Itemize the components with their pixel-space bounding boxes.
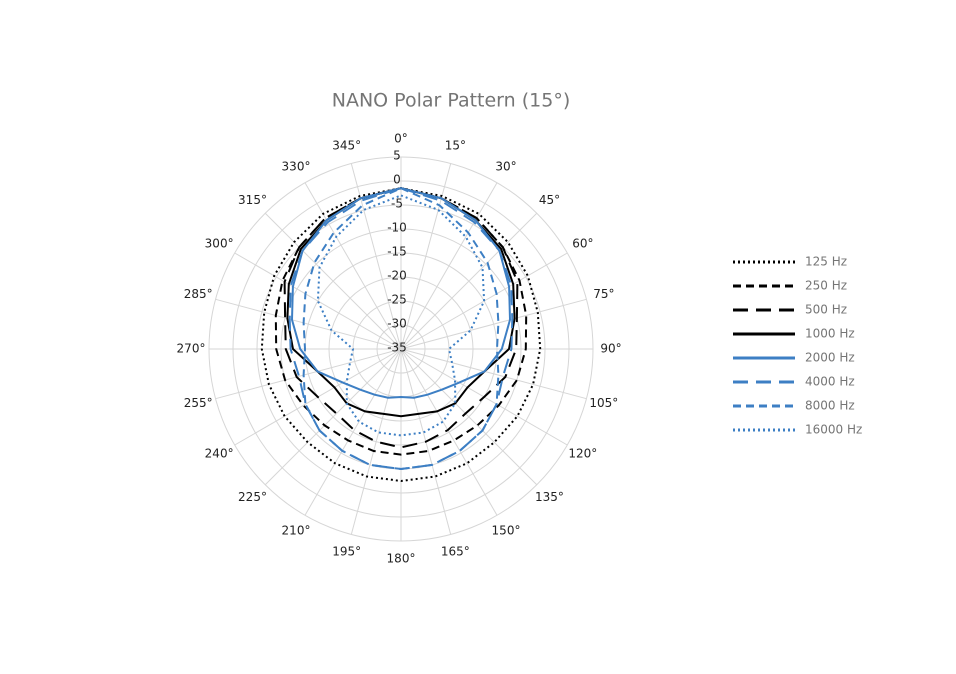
spoke: [400, 348, 587, 400]
series-line: [260, 187, 542, 483]
series-line: [316, 194, 486, 437]
r-tick-label: -10: [387, 221, 407, 235]
spoke: [400, 182, 498, 350]
angle-label: 120°: [568, 447, 597, 461]
spoke: [350, 348, 402, 535]
series-line: [290, 187, 512, 399]
angle-label: 15°: [445, 139, 466, 153]
series-line: [286, 187, 516, 418]
r-tick-label: -20: [387, 269, 407, 283]
legend-label: 8000 Hz: [805, 399, 855, 413]
r-tick-label: 5: [393, 149, 401, 163]
legend-label: 250 Hz: [805, 279, 847, 293]
angle-label: 45°: [539, 193, 560, 207]
angle-label: 90°: [600, 342, 621, 356]
legend-label: 125 Hz: [805, 255, 847, 269]
angle-label: 135°: [535, 490, 564, 504]
angle-label: 315°: [238, 193, 267, 207]
r-tick-label: -15: [387, 245, 407, 259]
spoke: [234, 252, 402, 350]
legend-label: 500 Hz: [805, 303, 847, 317]
angle-label: 330°: [282, 160, 311, 174]
angle-label: 165°: [441, 544, 470, 558]
angle-label: 240°: [205, 447, 234, 461]
spoke: [400, 348, 538, 486]
series-line: [283, 187, 519, 449]
angle-label: 300°: [205, 237, 234, 251]
angle-label: 255°: [184, 396, 213, 410]
spoke: [400, 163, 452, 350]
spoke: [304, 182, 402, 350]
angle-label: 105°: [589, 396, 618, 410]
angle-label: 150°: [492, 523, 521, 537]
series-line: [274, 187, 528, 456]
angle-label: 60°: [572, 237, 593, 251]
spoke: [215, 348, 402, 400]
series-line: [302, 187, 500, 471]
angle-label: 180°: [387, 552, 416, 566]
r-tick-label: -5: [391, 197, 403, 211]
spoke: [400, 212, 538, 350]
chart-title: NANO Polar Pattern (15°): [332, 90, 571, 112]
spoke: [400, 348, 498, 516]
angle-label: 75°: [593, 287, 614, 301]
r-tick-label: -30: [387, 317, 407, 331]
spoke: [264, 348, 402, 486]
legend-label: 2000 Hz: [805, 351, 855, 365]
spoke: [400, 298, 587, 350]
angle-label: 0°: [394, 132, 408, 146]
angle-label: 30°: [495, 160, 516, 174]
angle-label: 210°: [282, 523, 311, 537]
legend-label: 4000 Hz: [805, 375, 855, 389]
spoke: [304, 348, 402, 516]
legend-label: 1000 Hz: [805, 327, 855, 341]
spoke: [215, 298, 402, 350]
angle-label: 195°: [332, 544, 361, 558]
angle-label: 345°: [332, 139, 361, 153]
r-tick-label: -35: [387, 341, 407, 355]
spoke: [350, 163, 402, 350]
r-tick-label: -25: [387, 293, 407, 307]
angle-label: 270°: [177, 342, 206, 356]
r-tick-label: 0: [393, 173, 401, 187]
angle-label: 285°: [184, 287, 213, 301]
legend-label: 16000 Hz: [805, 423, 862, 437]
spoke: [264, 212, 402, 350]
angle-label: 225°: [238, 490, 267, 504]
